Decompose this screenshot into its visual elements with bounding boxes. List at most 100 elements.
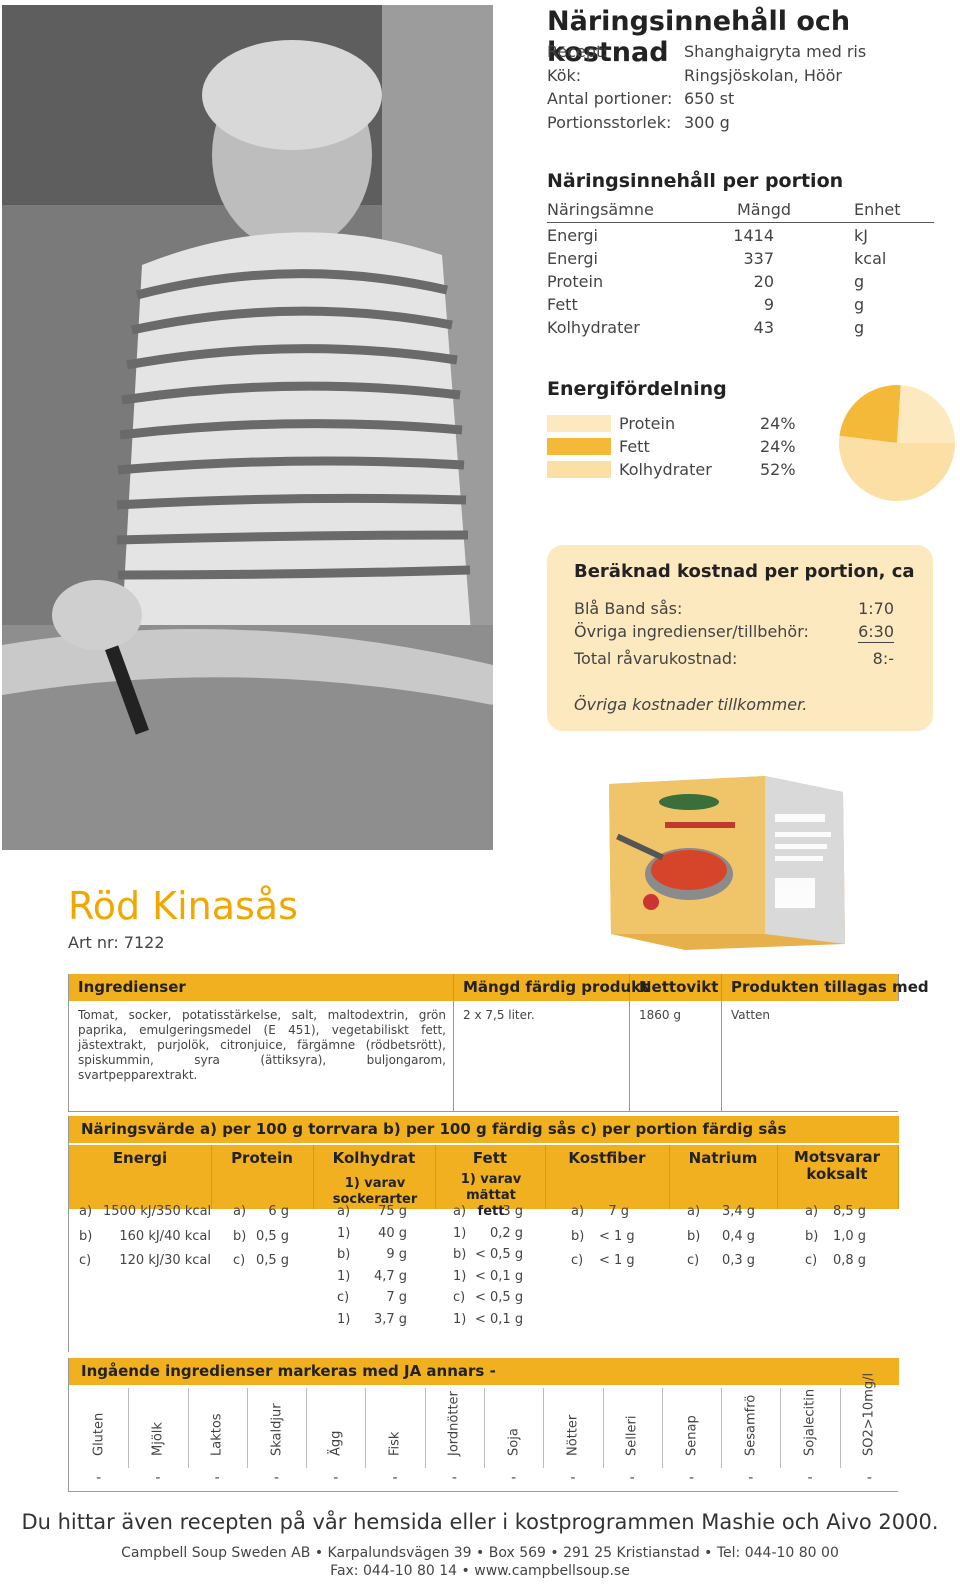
allergen-soja: Soja — [485, 1394, 543, 1456]
footer-website-note: Du hittar även recepten på vår hemsida e… — [21, 1510, 939, 1534]
legend-item-fett: Fett 24% — [547, 437, 847, 460]
col-ingredienser: Ingredienser — [78, 978, 186, 996]
allergen-value: - — [451, 1470, 457, 1486]
nutrient-name: Fett — [547, 295, 578, 314]
allergen-value: - — [570, 1470, 576, 1486]
natrium-label: b) — [687, 1228, 701, 1244]
allergen-value: - — [629, 1470, 635, 1486]
info-value: Shanghaigryta med ris — [684, 42, 867, 61]
kolhydrat-label: c) — [337, 1290, 350, 1305]
nutrient-name: Protein — [547, 272, 604, 291]
nutrient-unit: g — [854, 318, 865, 337]
nutrition-value-header — [69, 1145, 899, 1209]
info-label: Antal portioner: — [547, 89, 673, 108]
energi-value: 120 kJ/30 kcal — [119, 1253, 211, 1268]
allergen-value: - — [392, 1470, 398, 1486]
footer-address-line: Campbell Soup Sweden AB • Karpalundsväge… — [121, 1545, 839, 1561]
prepared-with-text: Vatten — [731, 1008, 771, 1022]
cost-label: Total råvarukostnad: — [574, 649, 738, 668]
natrium-label: a) — [687, 1204, 701, 1219]
legend-pct: 24% — [760, 437, 796, 456]
legend-pct: 52% — [760, 460, 796, 479]
fett-label: a) — [453, 1204, 467, 1219]
kolhydrat-value: 3,7 g — [373, 1311, 407, 1327]
fett-value: < 0,5 g — [475, 1290, 524, 1305]
sub-mattat-fett: 1) varav mättat fett — [460, 1172, 522, 1219]
koksalt-label: a) — [805, 1204, 819, 1219]
nutrition-header-unit: Enhet — [854, 200, 901, 219]
allergen-name: Gluten — [91, 1412, 107, 1456]
kolhydrat-label: 1) — [337, 1268, 351, 1284]
legend-name: Kolhydrater — [619, 460, 712, 479]
kostfiber-label: b) — [571, 1228, 585, 1244]
info-label: Kök: — [547, 66, 582, 85]
amount-text: 2 x 7,5 liter. — [463, 1008, 535, 1022]
cost-note: Övriga kostnader tillkommer. — [574, 695, 808, 714]
kolhydrat-label: a) — [337, 1204, 351, 1219]
nutrition-header-row: Näringsämne Mängd Enhet — [547, 200, 934, 223]
allergen-gg: Ägg — [307, 1394, 365, 1456]
fett-value: 3 g — [502, 1204, 523, 1219]
allergen-name: Mjölk — [150, 1422, 166, 1456]
ingredients-table-header — [69, 974, 899, 1001]
nutrition-row: Kolhydrater 43 g — [547, 318, 934, 341]
fett-label: 1) — [453, 1225, 467, 1241]
nutrient-unit: g — [854, 272, 865, 291]
footer-address: Campbell Soup Sweden AB • Karpalundsväge… — [0, 1544, 960, 1580]
fett-label: 1) — [453, 1268, 467, 1284]
legend-pct: 24% — [760, 414, 796, 433]
allergen-value: - — [273, 1470, 280, 1486]
nutrition-header-name: Näringsämne — [547, 200, 654, 219]
col-natrium: Natrium — [688, 1149, 758, 1167]
allergen-mjlk: Mjölk — [129, 1394, 187, 1456]
allergen-value: - — [688, 1470, 695, 1486]
natrium-value: 3,4 g — [721, 1204, 755, 1219]
kostfiber-value: 7 g — [608, 1204, 629, 1219]
energy-title: Energifördelning — [547, 378, 727, 400]
allergen-name: Nötter — [565, 1414, 581, 1456]
allergen-name: Jordnötter — [446, 1391, 462, 1456]
nutrient-unit: g — [854, 295, 865, 314]
allergen-fisk: Fisk — [366, 1394, 424, 1456]
nutrient-amount: 9 — [763, 295, 774, 314]
nutrient-unit: kJ — [854, 226, 868, 245]
col-fett: Fett — [472, 1149, 508, 1167]
allergen-name: Skaldjur — [269, 1403, 284, 1456]
energi-label: c) — [79, 1253, 92, 1268]
cook-photo — [2, 5, 493, 850]
natrium-label: c) — [687, 1253, 700, 1268]
allergen-name: Fisk — [387, 1431, 403, 1456]
info-row-recipe: Recept: Shanghaigryta med ris — [547, 42, 866, 61]
fett-value: 0,2 g — [489, 1225, 523, 1241]
allergen-skaldjur: Skaldjur — [248, 1394, 306, 1456]
kostfiber-label: a) — [571, 1204, 585, 1219]
allergen-name: Laktos — [209, 1413, 225, 1456]
product-art-nr: Art nr: 7122 — [68, 933, 165, 952]
allergen-laktos: Laktos — [188, 1394, 246, 1456]
allergen-value: - — [748, 1470, 754, 1486]
protein-value: 0,5 g — [255, 1253, 289, 1268]
allergen-value: - — [333, 1470, 339, 1486]
info-row-portions: Antal portioner: 650 st — [547, 89, 734, 108]
page-title: Näringsinnehåll och kostnad — [547, 6, 851, 68]
energi-label: b) — [79, 1228, 93, 1244]
ingredients-table: Ingredienser Mängd färdig produkt Nettov… — [68, 974, 929, 1112]
col-mangd: Mängd färdig produkt — [463, 978, 649, 996]
col-koksalt: Motsvarar koksalt — [793, 1148, 881, 1183]
energy-legend: Protein 24% Fett 24% Kolhydrater 52% — [547, 414, 847, 483]
nutrition-row: Energi 1414 kJ — [547, 226, 934, 249]
energi-label: a) — [79, 1204, 93, 1219]
koksalt-value: 8,5 g — [833, 1204, 867, 1219]
cost-value: 1:70 — [858, 599, 894, 618]
koksalt-label: b) — [805, 1228, 819, 1244]
nutrient-name: Energi — [547, 226, 598, 245]
allergen-value: - — [96, 1470, 102, 1486]
fett-label: b) — [453, 1247, 467, 1262]
kolhydrat-value: 4,7 g — [373, 1268, 407, 1284]
pie-slice-protein — [897, 385, 955, 443]
kostfiber-value: < 1 g — [599, 1228, 635, 1244]
energi-value: 160 kJ/40 kcal — [119, 1228, 211, 1244]
info-row-portion-size: Portionsstorlek: 300 g — [547, 113, 730, 132]
kostfiber-value: < 1 g — [599, 1253, 635, 1268]
legend-item-protein: Protein 24% — [547, 414, 847, 437]
